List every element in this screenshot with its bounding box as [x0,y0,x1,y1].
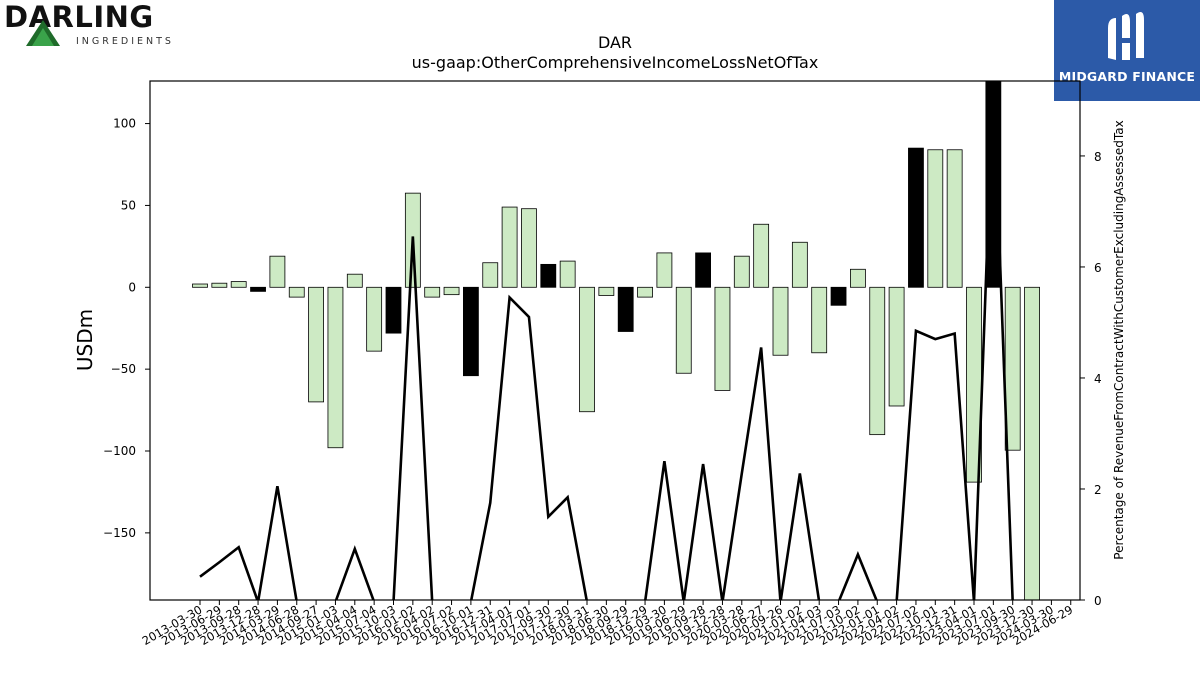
bar-2023-12-30 [1024,286,1040,600]
bar-2016-12-31 [482,262,499,288]
y-axis-label: USDm [73,309,97,371]
bar-2013-09-28 [230,281,247,288]
bar-2020-03-28 [733,255,750,288]
bar-2022-10-01 [927,149,944,288]
bar-2022-01-01 [869,286,886,436]
bar-2023-07-01 [985,81,1002,288]
bar-2021-01-02 [791,241,808,288]
y-tick-label: 50 [121,198,136,212]
darling-ingredients-logo: DARLING INGREDIENTS [4,0,174,48]
bar-2015-04-04 [346,273,363,288]
y2-axis: 0 2 4 6 8 [1080,150,1102,608]
bar-2021-07-03 [830,286,847,306]
bar-2022-04-02 [888,286,905,407]
x-axis: 2013-03-302013-06-292013-09-282013-12-28… [140,600,1075,648]
bar-2016-07-02 [443,286,460,296]
line-series [199,81,1014,600]
bar-2019-06-29 [675,286,692,374]
y-tick-label: 100 [113,117,136,131]
bar-2016-10-01 [462,286,479,377]
bar-2018-03-31 [579,286,595,413]
y2-axis-label: Percentage of RevenueFromContractWithCus… [1112,120,1126,559]
chart-title: DAR [598,33,632,52]
bar-2014-09-27 [308,286,325,403]
bar-2017-09-30 [540,263,557,288]
darling-tagline: INGREDIENTS [76,36,174,47]
y2-tick-label: 2 [1094,483,1102,497]
bar-2020-09-26 [772,286,789,356]
darling-wordmark: DARLING [4,0,154,34]
bar-2015-01-03 [327,286,344,449]
bar-2013-12-28 [250,286,266,292]
bar-2021-04-03 [811,286,828,354]
bar-2015-10-03 [385,286,402,334]
midgard-finance-text: MIDGARD FINANCE [1058,69,1196,84]
y2-tick-label: 6 [1094,261,1102,275]
y-axis: 100 50 0 −50 −100 −150 [103,117,150,540]
bar-2014-06-28 [288,286,305,298]
bar-2019-12-28 [714,286,731,391]
y2-tick-label: 0 [1094,594,1102,608]
y2-tick-label: 8 [1094,150,1102,164]
bar-2018-09-29 [617,286,634,332]
bar-2019-09-28 [695,252,711,288]
bar-2022-07-02 [908,147,924,288]
bar-2017-04-01 [501,206,518,288]
bar-2015-07-04 [366,286,383,352]
revenue-percentage-line [199,81,1014,600]
midgard-finance-logo: MIDGARD FINANCE [1054,0,1200,101]
y-tick-label: 0 [128,280,136,294]
chart-subtitle: us-gaap:OtherComprehensiveIncomeLossNetO… [412,53,819,72]
bar-2021-10-02 [850,268,866,288]
bar-2017-07-01 [521,208,537,288]
bar-2019-03-30 [656,252,673,288]
bar-2013-03-30 [192,283,208,288]
y-tick-label: −150 [103,526,136,540]
bar-2014-03-29 [269,255,286,288]
y-tick-label: −100 [103,444,136,458]
bar-2020-06-27 [753,223,770,288]
bar-2022-12-31 [946,149,963,288]
y2-tick-label: 4 [1094,372,1102,386]
bar-2018-12-29 [637,286,653,298]
bar-series [192,81,1040,600]
midgard-emblem-icon [1108,12,1144,60]
bar-2018-06-30 [598,286,615,296]
bar-2017-12-30 [559,260,576,288]
bar-2016-04-02 [424,286,441,298]
triangle-logo-icon [26,20,60,46]
plot-frame [149,80,1081,601]
bar-2013-06-29 [211,282,228,288]
y-tick-label: −50 [111,362,136,376]
